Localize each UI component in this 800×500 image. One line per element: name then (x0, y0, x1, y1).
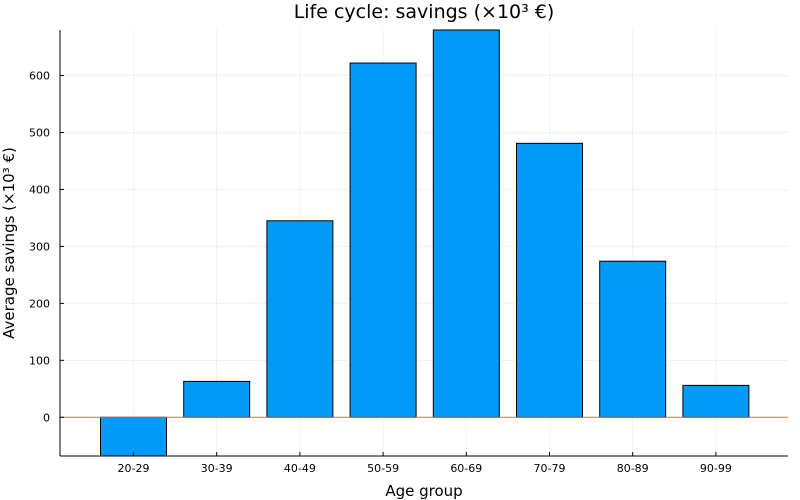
chart-title: Life cycle: savings (×10³ €) (294, 1, 555, 23)
y-axis-label: Average savings (×10³ €) (0, 147, 18, 339)
bar-30-39 (183, 380, 251, 418)
x-tick-label: 40-49 (284, 462, 316, 475)
bar-20-29 (100, 416, 167, 457)
bar-90-99 (682, 384, 750, 418)
x-tick-label: 70-79 (534, 462, 566, 475)
bar-40-49 (266, 220, 334, 418)
bar-80-89 (599, 260, 667, 418)
bar-60-69 (432, 29, 500, 418)
x-tick-label: 50-59 (367, 462, 399, 475)
x-tick-label: 80-89 (617, 462, 649, 475)
x-tick-label: 30-39 (201, 462, 233, 475)
axes-layer (59, 30, 788, 457)
y-tick-label: 400 (29, 183, 50, 196)
y-tick-label: 100 (29, 354, 50, 367)
ticks-layer: 0 100 200 300 400 500 600 20-29 30-39 40-49 50-59 6… (29, 70, 732, 475)
y-tick-label: 0 (43, 411, 50, 424)
x-tick-label: 60-69 (450, 462, 482, 475)
grid-layer (60, 30, 788, 456)
bar-70-79 (516, 142, 583, 418)
bar-50-59 (349, 62, 417, 418)
x-tick-label: 20-29 (118, 462, 150, 475)
y-tick-label: 600 (29, 70, 50, 83)
y-tick-label: 500 (29, 127, 50, 140)
x-axis-label: Age group (385, 482, 462, 500)
x-tick-label: 90-99 (700, 462, 732, 475)
y-tick-label: 300 (29, 240, 50, 253)
bars-layer (100, 29, 750, 457)
y-tick-label: 200 (29, 297, 50, 310)
